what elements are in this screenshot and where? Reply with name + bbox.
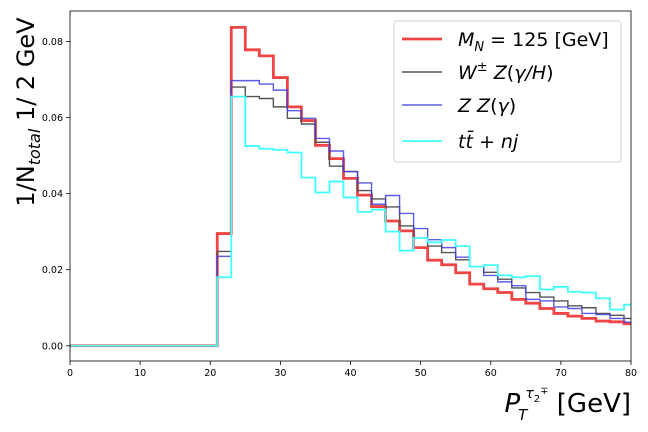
x-axis-title-sub: T [518, 406, 529, 424]
x-tick-label: 0 [67, 368, 73, 379]
y-axis-title-part1: 1/N [12, 165, 40, 206]
y-tick-label: 0.08 [42, 37, 63, 48]
x-axis-title-unit: [GeV] [549, 389, 631, 419]
legend: MN = 125 [GeV] W± Z(γ/H) Z Z(γ) tt̄ + nj [393, 20, 622, 163]
series-layer [70, 25, 631, 348]
x-tick-label: 10 [134, 368, 146, 379]
x-axis-title: PTτ2∓ [GeV] [504, 386, 631, 424]
legend-label-3: tt̄ + nj [458, 129, 519, 153]
legend-label-0: MN = 125 [GeV] [458, 29, 609, 55]
legend-frame [393, 20, 622, 163]
series-line-3 [70, 95, 631, 347]
x-axis-title-supsub: 2 [534, 394, 540, 405]
x-axis-title-sup: τ [525, 386, 534, 402]
x-tick-label: 50 [415, 368, 427, 379]
x-axis-title-supsup: ∓ [540, 386, 548, 397]
x-axis-title-main: P [504, 389, 520, 419]
y-axis: 0.00 0.02 0.04 0.06 0.08 [42, 37, 70, 352]
x-axis: 0 10 20 30 40 50 60 70 80 [67, 361, 637, 379]
legend-label-2: Z Z(γ) [457, 95, 516, 117]
y-tick-label: 0.04 [42, 189, 63, 200]
x-tick-label: 40 [344, 368, 356, 379]
y-tick-label: 0.02 [42, 265, 63, 276]
y-axis-title: 1/Ntotal 1/ 2 GeV [12, 17, 44, 207]
legend-items: MN = 125 [GeV] W± Z(γ/H) Z Z(γ) tt̄ + nj [402, 29, 609, 153]
x-tick-label: 30 [274, 368, 286, 379]
y-tick-label: 0.00 [42, 341, 63, 352]
x-tick-label: 60 [485, 368, 497, 379]
x-tick-label: 20 [204, 368, 216, 379]
y-tick-label: 0.06 [42, 113, 63, 124]
x-tick-label: 80 [625, 368, 637, 379]
y-axis-title-part2: 1/ 2 GeV [12, 17, 40, 129]
x-tick-label: 70 [555, 368, 567, 379]
legend-label-1: W± Z(γ/H) [458, 60, 554, 84]
y-axis-title-sub: total [25, 128, 44, 165]
